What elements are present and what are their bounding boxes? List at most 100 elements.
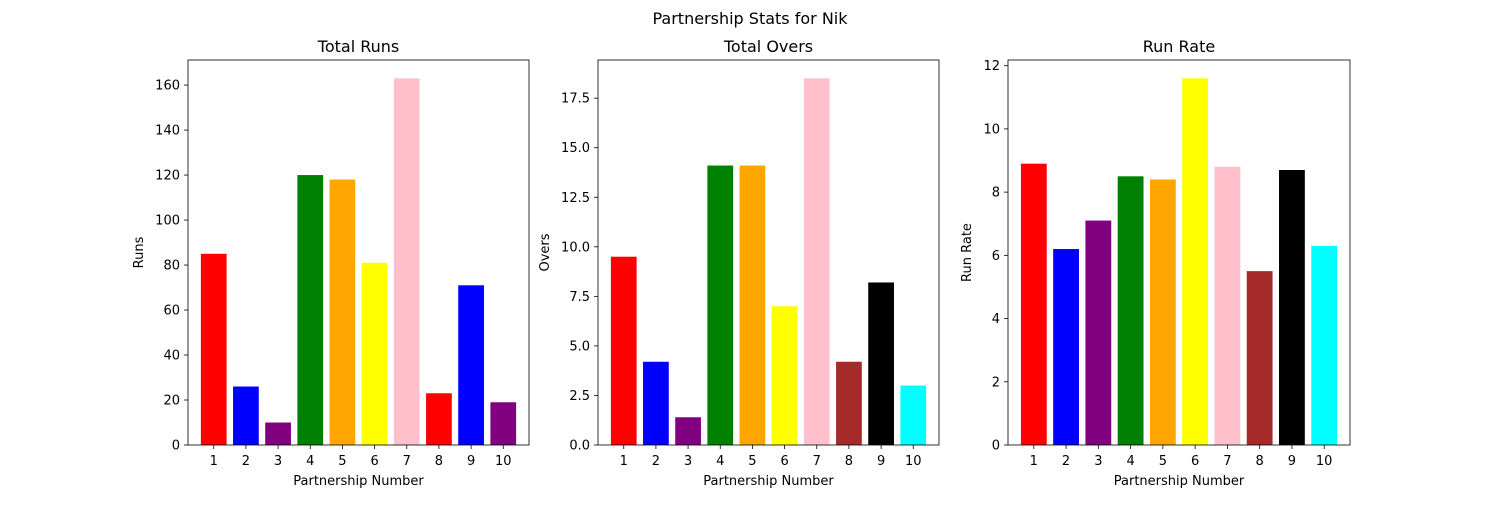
y-tick-label: 5.0 <box>569 339 590 354</box>
bar-7 <box>803 78 830 445</box>
x-tick-label: 9 <box>467 454 475 469</box>
chart-panel-2: 1 2 3 4 5 6 7 8 9 10 0.0 2.5 5.0 7.5 10.0 12.5 15.0 17.5 T… <box>538 37 940 489</box>
y-tick-label: 20 <box>163 394 180 409</box>
bar-8 <box>426 393 452 445</box>
x-tick-label: 6 <box>780 454 788 469</box>
x-tick-label: 10 <box>905 454 922 469</box>
y-axis-label: Run Rate <box>960 223 975 282</box>
x-tick-label: 7 <box>1223 454 1231 469</box>
chart-title: Run Rate <box>1143 37 1215 56</box>
x-tick-label: 1 <box>1030 454 1038 469</box>
bar-7 <box>1214 166 1241 445</box>
y-tick-label: 40 <box>163 349 180 364</box>
figure-title: Partnership Stats for Nik <box>652 9 848 28</box>
bar-6 <box>361 262 388 445</box>
x-tick-label: 2 <box>242 454 250 469</box>
bar-9 <box>458 285 484 445</box>
x-tick-label: 2 <box>652 454 660 469</box>
bar-3 <box>265 422 291 445</box>
y-tick-label: 160 <box>155 79 180 94</box>
x-axis-label: Partnership Number <box>703 474 834 489</box>
x-tick-label: 5 <box>338 454 346 469</box>
bar-10 <box>1311 245 1338 445</box>
bar-9 <box>868 282 894 445</box>
x-tick-label: 7 <box>813 454 821 469</box>
x-tick-label: 6 <box>370 454 378 469</box>
y-tick-label: 7.5 <box>569 290 590 305</box>
chart-title: Total Overs <box>723 37 813 56</box>
x-tick-label: 1 <box>620 454 628 469</box>
y-tick-label: 8 <box>992 186 1000 201</box>
y-tick-label: 140 <box>155 124 180 139</box>
y-tick-label: 0 <box>992 439 1000 454</box>
y-tick-label: 15.0 <box>561 141 590 156</box>
x-tick-label: 9 <box>1288 454 1296 469</box>
x-axis-label: Partnership Number <box>293 474 424 489</box>
y-tick-label: 6 <box>992 249 1000 264</box>
y-tick-label: 12.5 <box>561 191 590 206</box>
y-tick-label: 2 <box>992 375 1000 390</box>
y-tick-label: 2.5 <box>569 389 590 404</box>
axes-frame <box>597 59 940 446</box>
bar-10 <box>900 385 927 445</box>
x-tick-label: 8 <box>1256 454 1264 469</box>
bar-2 <box>643 361 669 445</box>
x-tick-label: 4 <box>1126 454 1134 469</box>
y-tick-label: 60 <box>163 304 180 319</box>
x-tick-label: 7 <box>403 454 411 469</box>
bar-5 <box>739 165 766 446</box>
y-tick-label: 80 <box>163 259 180 274</box>
x-axis-label: Partnership Number <box>1114 474 1245 489</box>
y-tick-label: 100 <box>155 214 180 229</box>
y-tick-label: 10.0 <box>561 240 590 255</box>
x-tick-label: 5 <box>748 454 756 469</box>
y-tick-label: 17.5 <box>561 92 590 107</box>
bar-6 <box>1182 78 1209 445</box>
bar-10 <box>490 402 517 445</box>
bar-4 <box>1117 176 1144 445</box>
y-tick-label: 4 <box>992 312 1000 327</box>
x-tick-label: 3 <box>274 454 282 469</box>
bar-1 <box>1020 163 1047 445</box>
bar-8 <box>836 361 862 445</box>
y-tick-label: 10 <box>983 122 1000 137</box>
bar-2 <box>233 386 259 445</box>
bar-2 <box>1053 249 1079 445</box>
x-tick-label: 1 <box>210 454 218 469</box>
bar-3 <box>675 417 701 445</box>
bar-3 <box>1085 220 1112 445</box>
axes-frame <box>1007 59 1351 446</box>
x-tick-label: 10 <box>495 454 512 469</box>
y-tick-label: 120 <box>155 169 180 184</box>
bar-6 <box>771 306 798 445</box>
x-tick-label: 3 <box>1094 454 1102 469</box>
bar-7 <box>393 78 420 445</box>
bar-1 <box>200 253 227 445</box>
bar-5 <box>329 179 356 445</box>
y-tick-label: 0.0 <box>569 439 590 454</box>
axes-frame <box>187 59 530 446</box>
x-tick-label: 4 <box>716 454 724 469</box>
x-tick-label: 10 <box>1316 454 1333 469</box>
y-tick-label: 0 <box>172 439 180 454</box>
chart-title: Total Runs <box>317 37 399 56</box>
x-tick-label: 9 <box>877 454 885 469</box>
y-axis-label: Overs <box>538 233 553 271</box>
x-tick-label: 2 <box>1062 454 1070 469</box>
bar-1 <box>610 256 637 445</box>
bar-5 <box>1149 179 1176 446</box>
x-tick-label: 4 <box>306 454 314 469</box>
x-tick-label: 8 <box>435 454 443 469</box>
y-axis-label: Runs <box>132 236 147 268</box>
x-tick-label: 3 <box>684 454 692 469</box>
bar-9 <box>1279 170 1305 445</box>
y-tick-label: 12 <box>983 59 1000 74</box>
x-tick-label: 5 <box>1159 454 1167 469</box>
bar-4 <box>707 165 734 446</box>
x-tick-label: 8 <box>845 454 853 469</box>
bar-4 <box>297 175 324 445</box>
bar-8 <box>1246 271 1273 445</box>
